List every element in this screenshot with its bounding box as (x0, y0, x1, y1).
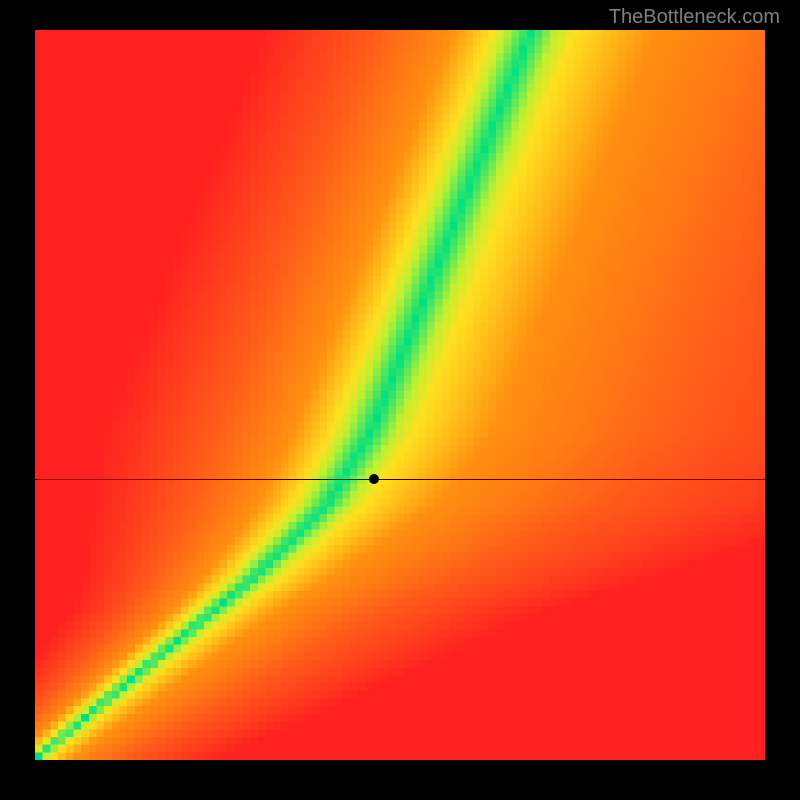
crosshair-horizontal (35, 479, 765, 480)
watermark-text: TheBottleneck.com (609, 6, 780, 29)
crosshair-marker (369, 474, 379, 484)
heatmap-canvas (35, 30, 765, 760)
heatmap-plot (35, 30, 765, 760)
